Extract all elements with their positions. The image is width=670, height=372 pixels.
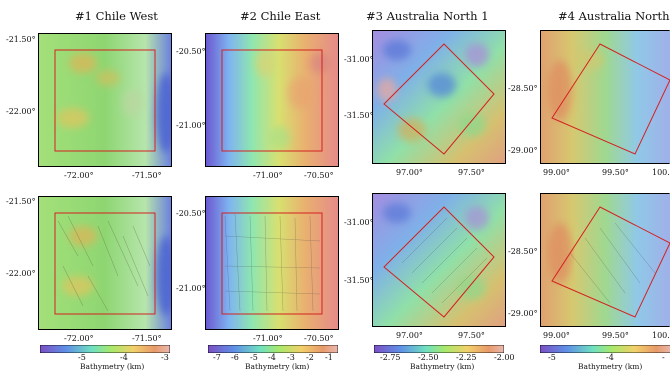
panel-2-top-xtick-2: -70.50° xyxy=(304,171,334,180)
panel-4-colorbar xyxy=(540,345,670,353)
panel-4-top-ytick-2: -29.00° xyxy=(508,146,538,155)
panel-1-cb-tick-3: -3 xyxy=(161,353,169,362)
panel-4-top-xtick-3: 100.0 xyxy=(652,168,670,177)
panel-3-bottom-ytick-1: -31.00° xyxy=(344,218,374,227)
panel-2-cb-tick-6: -2 xyxy=(306,353,314,362)
panel-4-cb-tick-1: -5 xyxy=(548,353,556,362)
panel-4-bottom-ytick-1: -28.50° xyxy=(508,247,538,256)
panel-4-title: #4 Australia North 2 xyxy=(558,9,670,23)
panel-4-top-xtick-2: 99.50° xyxy=(602,168,629,177)
panel-3-top-ytick-2: -31.50° xyxy=(344,111,374,120)
panel-4-cb-tick-2: -4 xyxy=(606,353,614,362)
panel-3-title: #3 Australia North 1 xyxy=(366,9,489,23)
panel-3-top-xtick-2: 97.50° xyxy=(458,168,485,177)
panel-4-top-ytick-1: -28.50° xyxy=(508,84,538,93)
panel-1-bottom-xtick-1: -72.00° xyxy=(64,334,94,343)
panel-3-cb-tick-4: -2.00 xyxy=(494,353,515,362)
panel-1-bottom-xtick-2: -71.50° xyxy=(132,334,162,343)
panel-3-cb-tick-2: -2.50 xyxy=(418,353,439,362)
panel-2-top-ytick-2: -21.00° xyxy=(176,121,206,130)
panel-3-cb-tick-3: -2.25 xyxy=(456,353,477,362)
panel-3-top-map xyxy=(372,30,506,164)
panel-3-cb-label: Bathymetry (km) xyxy=(410,362,475,371)
panel-1-top-ytick-1: -21.50° xyxy=(6,35,36,44)
panel-1-cb-label: Bathymetry (km) xyxy=(80,362,145,371)
panel-3-bottom-xtick-2: 97.50° xyxy=(458,331,485,340)
panel-4-cb-label: Bathymetry (km) xyxy=(578,362,643,371)
panel-1-bottom-ytick-1: -21.50° xyxy=(6,197,36,206)
panel-2-cb-tick-5: -3 xyxy=(287,353,295,362)
panel-4-bottom-ytick-2: -29.00° xyxy=(508,309,538,318)
panel-1-cb-tick-2: -4 xyxy=(120,353,128,362)
panel-2-cb-tick-3: -5 xyxy=(250,353,258,362)
panel-4-top-xtick-1: 99.00° xyxy=(543,168,570,177)
panel-3-bottom-xtick-1: 97.00° xyxy=(396,331,423,340)
panel-4-bottom-xtick-2: 99.50° xyxy=(602,331,629,340)
panel-1-bottom-map xyxy=(38,196,172,330)
panel-2-top-ytick-1: -20.50° xyxy=(176,47,206,56)
panel-2-top-xtick-1: -71.00° xyxy=(253,171,283,180)
panel-4-cb-tick-3: - xyxy=(662,353,665,362)
panel-4-bottom-xtick-1: 99.00° xyxy=(543,331,570,340)
panel-2-title: #2 Chile East xyxy=(240,9,321,23)
panel-1-title: #1 Chile West xyxy=(75,9,158,23)
panel-2-cb-tick-1: -7 xyxy=(213,353,221,362)
panel-2-cb-tick-2: -6 xyxy=(231,353,239,362)
panel-2-colorbar xyxy=(208,345,338,353)
panel-3-colorbar xyxy=(374,345,504,353)
panel-2-bottom-map xyxy=(205,196,339,330)
panel-2-top-map xyxy=(205,33,339,167)
panel-1-cb-tick-1: -5 xyxy=(78,353,86,362)
panel-4-bottom-xtick-3: 100.0 xyxy=(652,331,670,340)
panel-3-bottom-map xyxy=(372,193,506,327)
panel-3-top-ytick-1: -31.00° xyxy=(344,55,374,64)
panel-1-top-ytick-2: -22.00° xyxy=(6,107,36,116)
panel-1-top-xtick-1: -72.00° xyxy=(64,171,94,180)
panel-2-bottom-xtick-1: -71.00° xyxy=(253,334,283,343)
panel-3-bottom-ytick-2: -31.50° xyxy=(344,276,374,285)
panel-1-top-map xyxy=(38,33,172,167)
panel-2-cb-label: Bathymetry (km) xyxy=(245,362,310,371)
panel-4-bottom-map xyxy=(540,193,670,327)
panel-4-top-map xyxy=(540,30,670,164)
panel-1-bottom-ytick-2: -22.00° xyxy=(6,269,36,278)
panel-1-colorbar xyxy=(40,345,170,353)
panel-2-cb-tick-7: -1 xyxy=(325,353,333,362)
panel-3-top-xtick-1: 97.00° xyxy=(396,168,423,177)
panel-1-top-xtick-2: -71.50° xyxy=(132,171,162,180)
panel-2-bottom-xtick-2: -70.50° xyxy=(304,334,334,343)
panel-2-cb-tick-4: -4 xyxy=(268,353,276,362)
panel-3-cb-tick-1: -2.75 xyxy=(380,353,401,362)
panel-2-bottom-ytick-2: -21.00° xyxy=(176,284,206,293)
panel-2-bottom-ytick-1: -20.50° xyxy=(176,209,206,218)
